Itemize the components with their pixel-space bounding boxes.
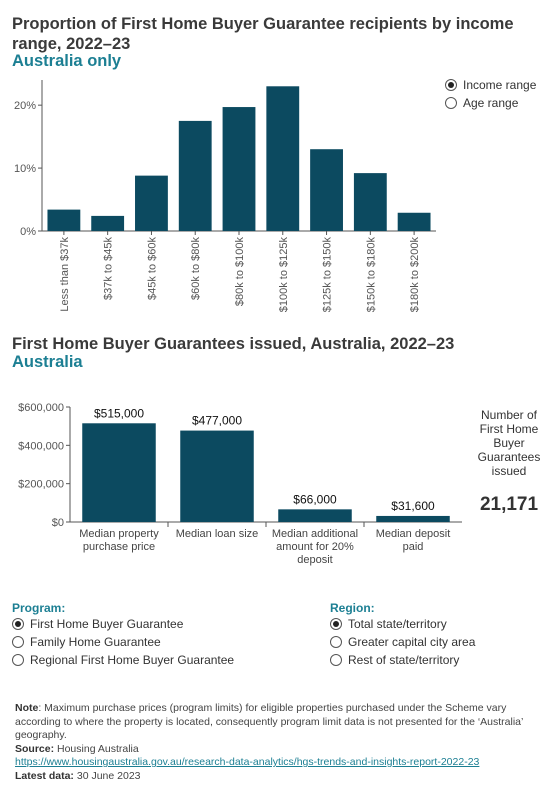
- bar: [376, 515, 450, 522]
- bar: [353, 173, 387, 231]
- region-option-rest[interactable]: Rest of state/territory: [330, 651, 475, 669]
- guarantees-chart: $0 $200,000 $400,000 $600,000 $515,000 Median…: [18, 402, 462, 566]
- data-label: $477,000: [192, 414, 242, 428]
- chart1-subtitle: Australia only: [12, 52, 122, 70]
- chart2-subtitle: Australia: [12, 353, 83, 371]
- x-tick-label: purchase price: [83, 541, 155, 553]
- x-tick-label: Median deposit: [376, 528, 451, 540]
- region-option-label: Greater capital city area: [348, 635, 476, 649]
- source-text: Housing Australia: [54, 742, 139, 755]
- radio-empty-icon: [12, 636, 24, 648]
- program-option-fhg[interactable]: Family Home Guarantee: [12, 633, 234, 651]
- latest-text: 30 June 2023: [73, 769, 141, 782]
- radio-empty-icon: [330, 654, 342, 666]
- bar: [135, 175, 168, 231]
- chart1-title: Proportion of First Home Buyer Guarantee…: [12, 15, 514, 53]
- x-tick-label: $80k to $100k: [234, 237, 246, 307]
- bar: [82, 423, 156, 522]
- data-label: $515,000: [94, 406, 144, 420]
- count-label-line: Number of: [480, 408, 538, 422]
- x-tick-label: paid: [403, 541, 424, 553]
- bar: [91, 215, 125, 231]
- range-toggle: Income range Age range: [445, 76, 536, 112]
- region-option-capital[interactable]: Greater capital city area: [330, 633, 475, 651]
- source-link[interactable]: https://www.housingaustralia.gov.au/rese…: [15, 756, 480, 768]
- region-selector: Region: Total state/territory Greater ca…: [330, 601, 475, 669]
- toggle-income-label: Income range: [463, 78, 537, 92]
- latest-label: Latest data:: [15, 769, 74, 782]
- radio-selected-icon: [445, 79, 457, 91]
- bar: [47, 209, 81, 231]
- x-tick-label: Median loan size: [176, 528, 259, 540]
- region-label: Region:: [330, 601, 375, 615]
- note-label: Note: [15, 702, 39, 714]
- x-tick-label: $180k to $200k: [409, 237, 421, 313]
- bar: [178, 120, 212, 231]
- program-option-label: Regional First Home Buyer Guarantee: [30, 653, 235, 667]
- count-label-line: Guarantees: [477, 450, 541, 464]
- y-tick-label: $400,000: [18, 440, 64, 452]
- program-option-label: First Home Buyer Guarantee: [30, 617, 184, 631]
- x-tick-label: $60k to $80k: [190, 237, 202, 300]
- source-label: Source:: [15, 742, 55, 755]
- y-tick-label: $600,000: [18, 402, 64, 414]
- x-tick-label: amount for 20%: [276, 541, 354, 553]
- count-label-line: First Home: [479, 422, 539, 436]
- bar: [222, 107, 256, 231]
- region-option-total[interactable]: Total state/territory: [330, 615, 475, 633]
- source: Source: Housing Australia: [15, 743, 535, 757]
- program-label: Program:: [12, 601, 66, 615]
- program-option-rfhbg[interactable]: Regional First Home Buyer Guarantee: [12, 651, 234, 669]
- bar: [278, 509, 352, 522]
- x-tick-label: $125k to $150k: [322, 237, 334, 313]
- bar: [180, 430, 254, 522]
- income-range-chart: 0% 10% 20% Less than $37k $37k to $45k $45k t…: [14, 80, 436, 313]
- program-option-label: Family Home Guarantee: [30, 635, 161, 649]
- toggle-age-range[interactable]: Age range: [445, 94, 536, 112]
- note-text: : Maximum purchase prices (program limit…: [15, 702, 523, 741]
- toggle-age-label: Age range: [463, 96, 519, 110]
- footer-notes: Note: Maximum purchase prices (program l…: [15, 702, 535, 783]
- radio-selected-icon: [12, 618, 24, 630]
- x-tick-label: Median additional: [272, 528, 358, 540]
- region-option-label: Rest of state/territory: [348, 653, 460, 667]
- x-tick-label: $45k to $60k: [146, 237, 158, 300]
- y-tick-label: $0: [52, 517, 64, 529]
- note: Note: Maximum purchase prices (program l…: [15, 702, 535, 743]
- toggle-income-range[interactable]: Income range: [445, 76, 536, 94]
- y-tick-label: 0%: [20, 226, 36, 238]
- x-tick-label: Less than $37k: [59, 237, 71, 312]
- x-tick-label: $150k to $180k: [365, 237, 377, 313]
- bar: [266, 86, 300, 232]
- count-label: Number of First Home Buyer Guarantees is…: [470, 408, 548, 478]
- y-tick-label: 10%: [14, 163, 36, 175]
- y-tick-label: 20%: [14, 100, 36, 112]
- data-label: $66,000: [293, 492, 337, 506]
- radio-empty-icon: [330, 636, 342, 648]
- region-option-label: Total state/territory: [348, 617, 447, 631]
- chart2-title: First Home Buyer Guarantees issued, Aust…: [12, 335, 455, 353]
- radio-empty-icon: [445, 97, 457, 109]
- count-value: 21,171: [479, 494, 539, 515]
- count-label-line: issued: [491, 464, 527, 478]
- program-selector: Program: First Home Buyer Guarantee Fami…: [12, 601, 234, 669]
- x-tick-label: deposit: [297, 554, 332, 566]
- radio-selected-icon: [330, 618, 342, 630]
- count-label-line: Buyer: [493, 436, 525, 450]
- x-tick-label: Median property: [79, 528, 159, 540]
- radio-empty-icon: [12, 654, 24, 666]
- data-label: $31,600: [391, 499, 435, 513]
- program-option-fhbg[interactable]: First Home Buyer Guarantee: [12, 615, 234, 633]
- x-tick-label: $37k to $45k: [103, 237, 115, 300]
- y-tick-label: $200,000: [18, 479, 64, 491]
- x-tick-label: $100k to $125k: [278, 237, 290, 313]
- latest-data: Latest data: 30 June 2023: [15, 770, 535, 784]
- bar: [397, 212, 431, 231]
- bar: [310, 149, 343, 231]
